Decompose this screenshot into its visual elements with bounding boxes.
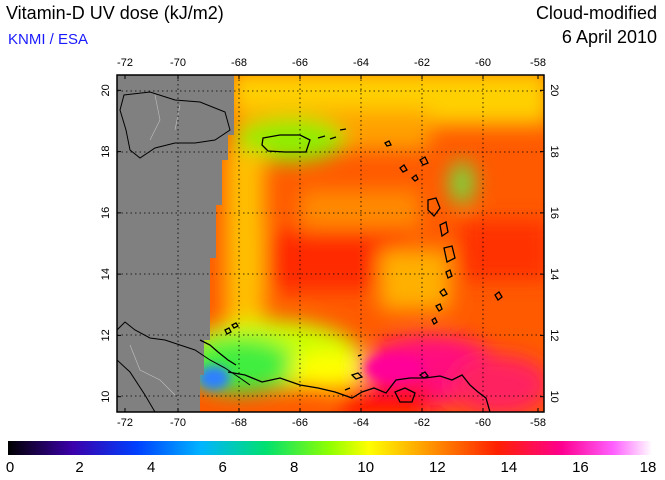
map-title: Vitamin-D UV dose (kJ/m2): [6, 3, 224, 23]
lon-tick-label-top: -64: [353, 57, 369, 69]
lon-tick-label-top: -72: [117, 57, 133, 69]
lat-tick-label-left: 16: [100, 207, 112, 219]
map-axes: -72 -72 -70 -70 -68 -68 -66 -66 -64 -64 -62 -62 -60 -…: [100, 57, 560, 429]
colorbar-label: 8: [290, 459, 299, 476]
lon-tick-label-top: -66: [292, 57, 308, 69]
lat-tick-label-right: 20: [548, 84, 560, 96]
colorbar-label: 0: [5, 459, 15, 476]
lon-tick-label-bottom: -60: [475, 417, 491, 429]
colorbar-label: 12: [428, 459, 446, 476]
lat-tick-label-right: 18: [548, 145, 560, 157]
colorbar-label: 10: [357, 459, 375, 476]
lat-tick-label-left: 10: [100, 391, 112, 403]
lat-tick-label-right: 12: [548, 329, 560, 341]
date-label: 6 April 2010: [561, 27, 657, 47]
lon-tick-label-bottom: -62: [414, 417, 430, 429]
lon-tick-label-bottom: -64: [353, 417, 369, 429]
lat-tick-label-right: 14: [548, 268, 560, 280]
map-frame: [116, 74, 545, 413]
credit-label: KNMI / ESA: [8, 31, 89, 48]
colorbar-label: 16: [572, 459, 589, 476]
lon-tick-label-bottom: -66: [292, 417, 308, 429]
colorbar-label: 14: [500, 459, 518, 476]
colorbar-label: 6: [218, 459, 227, 476]
uv-field: [117, 75, 544, 412]
lat-tick-label-right: 16: [548, 207, 560, 219]
colorbar-label: 4: [146, 459, 156, 476]
lon-tick-label-top: -62: [414, 57, 430, 69]
colorbar-label: 2: [75, 459, 84, 476]
lon-tick-label-top: -70: [170, 57, 186, 69]
lat-tick-label-left: 12: [100, 329, 112, 341]
lon-tick-label-bottom: -70: [170, 417, 186, 429]
lon-tick-label-top: -58: [530, 57, 546, 69]
colorbar: [8, 441, 652, 455]
lat-tick-label-left: 18: [100, 145, 112, 157]
lon-tick-label-top: -68: [231, 57, 247, 69]
lon-tick-label-bottom: -68: [231, 417, 247, 429]
lat-tick-label-left: 14: [100, 268, 112, 280]
lat-tick-label-left: 20: [100, 84, 112, 96]
lat-tick-label-right: 10: [548, 391, 560, 403]
mode-label: Cloud-modified: [535, 3, 657, 23]
lon-tick-label-bottom: -72: [117, 417, 133, 429]
lon-tick-label-top: -60: [475, 57, 491, 69]
colorbar-label: 18: [639, 459, 657, 476]
lon-tick-label-bottom: -58: [530, 417, 546, 429]
